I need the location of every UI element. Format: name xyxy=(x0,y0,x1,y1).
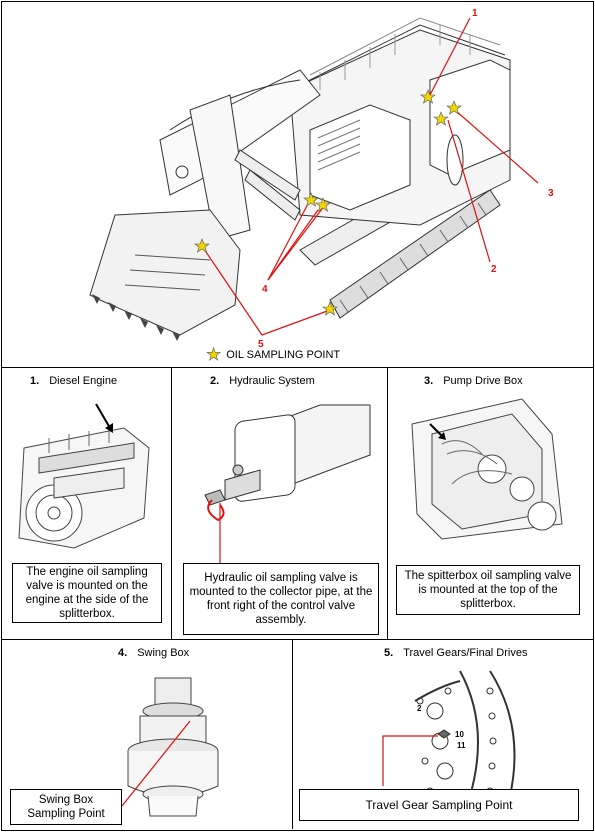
star-engine xyxy=(420,89,436,104)
star-pump-drive xyxy=(446,100,462,115)
section-3-title: 3. Pump Drive Box xyxy=(424,375,523,387)
legend: ★ OIL SAMPLING POINT xyxy=(206,345,341,364)
callout-3: 3 xyxy=(548,188,554,199)
callout-4: 4 xyxy=(262,284,268,295)
section-4-title: 4. Swing Box xyxy=(118,647,190,659)
section-3-caption: The spitterbox oil sampling valve is mou… xyxy=(396,565,580,615)
divider xyxy=(387,367,388,639)
pump-drive-illustration xyxy=(411,398,563,540)
section-1-caption: The engine oil sampling valve is mounted… xyxy=(12,563,162,623)
star-hydraulic xyxy=(433,111,449,126)
engine-illustration xyxy=(18,403,150,549)
callout-5: 5 xyxy=(258,339,264,350)
swing-box-illustration xyxy=(121,677,219,817)
section-1-title: 1. Diesel Engine xyxy=(30,375,118,387)
gear-label-11: 11 xyxy=(457,741,466,750)
star-bucket xyxy=(194,238,210,253)
star-swing-a xyxy=(303,192,319,207)
divider xyxy=(292,639,293,829)
divider xyxy=(2,639,593,640)
excavator-illustration xyxy=(89,17,539,341)
gear-label-2: 2 xyxy=(417,704,422,713)
callout-1: 1 xyxy=(472,8,478,19)
gear-label-10: 10 xyxy=(455,730,464,739)
divider xyxy=(171,367,172,639)
section-2-title: 2. Hydraulic System xyxy=(210,375,315,387)
section-5-caption: Travel Gear Sampling Point xyxy=(299,789,579,821)
section-4-caption: Swing Box Sampling Point xyxy=(10,789,122,825)
star-icon: ★ xyxy=(206,345,222,364)
star-swing-b xyxy=(315,197,331,212)
divider xyxy=(2,367,593,368)
legend-label: OIL SAMPLING POINT xyxy=(226,349,341,361)
hydraulic-illustration xyxy=(204,404,371,563)
star-travel xyxy=(322,301,338,316)
section-2-caption: Hydraulic oil sampling valve is mounted … xyxy=(183,563,379,635)
travel-gear-illustration xyxy=(382,670,570,797)
callout-2: 2 xyxy=(491,264,497,275)
sampling-point-stars xyxy=(194,89,462,316)
section-5-title: 5. Travel Gears/Final Drives xyxy=(384,647,528,659)
